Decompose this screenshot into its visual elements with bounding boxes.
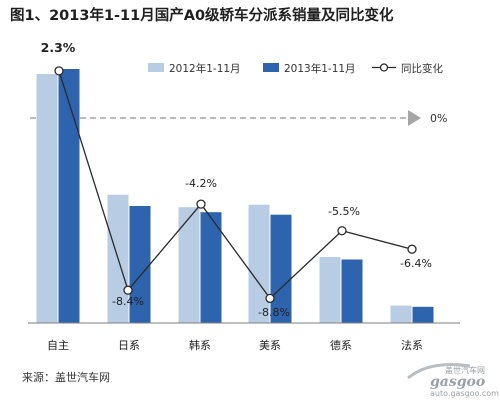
x-tick-label: 日系 [118, 339, 140, 352]
yoy-label-1: -8.4% [112, 295, 144, 308]
legend-line-marker [379, 63, 389, 72]
bar-2013-1 [129, 205, 151, 323]
bar-2012-4 [319, 257, 341, 323]
bar-2012-3 [248, 204, 270, 323]
watermark-url: auto.gasgoo.com [430, 389, 499, 398]
watermark-swoosh-icon [407, 363, 471, 380]
yoy-label-0: 2.3% [41, 40, 76, 55]
yoy-point-3 [265, 293, 275, 304]
yoy-label-5: -6.4% [400, 257, 432, 270]
yoy-point-4 [337, 226, 347, 236]
source-note: 来源：盖世汽车网 [22, 370, 110, 384]
legend-label-2012: 2012年1-11月 [169, 62, 241, 75]
yoy-point-0 [54, 66, 64, 76]
yoy-point-2 [196, 199, 206, 209]
yoy-label-2: -4.2% [185, 177, 217, 190]
bar-2013-4 [341, 259, 363, 323]
yoy-line-group: 2.3% -8.4% -4.2% -8.8% -5.5% -6.4% [41, 40, 432, 319]
x-axis-ticks: 自主 日系 韩系 美系 德系 法系 [47, 338, 423, 352]
legend-label-2013: 2013年1-11月 [284, 62, 356, 75]
bar-2012-2 [178, 207, 200, 323]
x-tick-label: 自主 [47, 339, 69, 352]
yoy-point-5 [407, 244, 417, 254]
x-tick-label: 美系 [259, 339, 281, 352]
watermark-logo: 盖世汽车网 gasgoo auto.gasgoo.com [407, 363, 499, 398]
x-tick-label: 法系 [401, 338, 423, 352]
x-tick-label: 韩系 [189, 338, 211, 352]
reference-arrow [408, 110, 421, 126]
bar-2012-0 [36, 73, 58, 323]
legend-swatch-2012 [148, 63, 164, 72]
watermark-cn-text: 盖世汽车网 [445, 365, 485, 375]
x-tick-label: 德系 [330, 338, 352, 352]
yoy-line [58, 70, 413, 300]
bar-2013-2 [200, 212, 222, 323]
yoy-point-1 [123, 285, 133, 295]
legend-label-yoy: 同比变化 [401, 62, 443, 75]
bar-2012-5 [390, 305, 412, 323]
bar-2013-0 [58, 69, 80, 323]
legend: 2012年1-11月 2013年1-11月 同比变化 [148, 62, 443, 75]
chart-title: 图1、2013年1-11月国产A0级轿车分派系销量及同比变化 [10, 6, 394, 24]
bars-group [36, 69, 434, 323]
watermark-brand: gasgoo [430, 374, 485, 390]
yoy-label-3: -8.8% [258, 306, 290, 319]
bar-2013-3 [270, 214, 292, 323]
legend-swatch-2013 [263, 63, 279, 72]
reference-line-label: 0% [430, 112, 447, 125]
yoy-label-4: -5.5% [328, 205, 360, 218]
bar-2013-5 [412, 306, 434, 323]
